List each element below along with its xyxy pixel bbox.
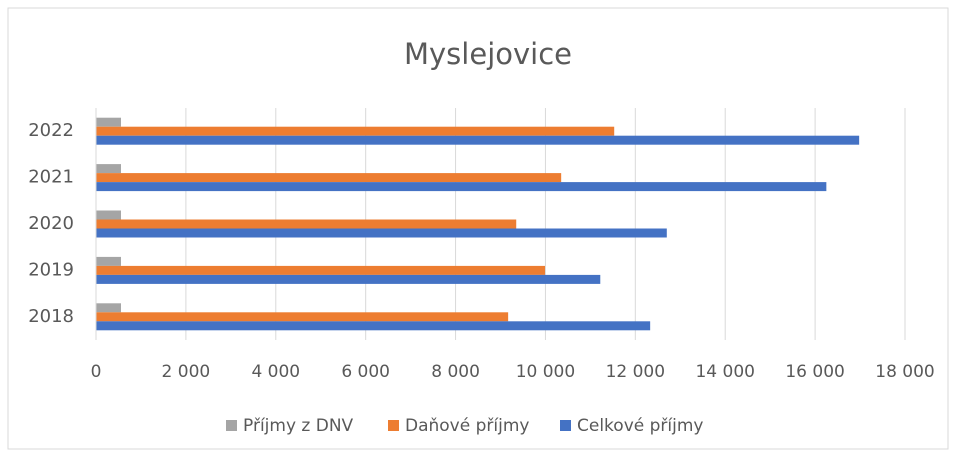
legend-label: Daňové příjmy xyxy=(405,416,529,436)
bar xyxy=(96,303,121,313)
bar xyxy=(96,164,121,174)
y-tick-label: 2022 xyxy=(28,120,74,141)
x-tick-label: 6 000 xyxy=(341,362,390,382)
legend-swatch xyxy=(388,420,399,431)
x-tick-label: 12 000 xyxy=(606,362,665,382)
x-tick-label: 10 000 xyxy=(516,362,575,382)
y-tick-label: 2020 xyxy=(28,213,74,234)
bar xyxy=(96,173,562,183)
x-tick-label: 8 000 xyxy=(431,362,480,382)
bar xyxy=(96,321,651,331)
x-tick-label: 0 xyxy=(91,362,102,382)
y-tick-label: 2021 xyxy=(28,167,74,188)
y-tick-label: 2019 xyxy=(28,259,74,280)
bar xyxy=(96,182,827,192)
legend-label: Celkové příjmy xyxy=(577,416,703,436)
bar xyxy=(96,265,545,275)
legend-swatch xyxy=(560,420,571,431)
bar xyxy=(96,228,667,238)
bar xyxy=(96,256,121,266)
x-tick-label: 18 000 xyxy=(875,362,934,382)
legend-swatch xyxy=(226,420,237,431)
x-tick-label: 16 000 xyxy=(785,362,844,382)
x-tick-label: 14 000 xyxy=(695,362,754,382)
bar xyxy=(96,117,121,127)
chart-title: Myslejovice xyxy=(404,37,572,71)
bar xyxy=(96,210,121,220)
bar xyxy=(96,219,517,229)
legend-label: Příjmy z DNV xyxy=(243,416,354,436)
bar xyxy=(96,126,615,136)
bar xyxy=(96,274,601,284)
y-tick-label: 2018 xyxy=(28,306,74,327)
bar xyxy=(96,135,860,145)
x-tick-label: 2 000 xyxy=(162,362,211,382)
bar xyxy=(96,312,509,322)
x-tick-label: 4 000 xyxy=(251,362,300,382)
